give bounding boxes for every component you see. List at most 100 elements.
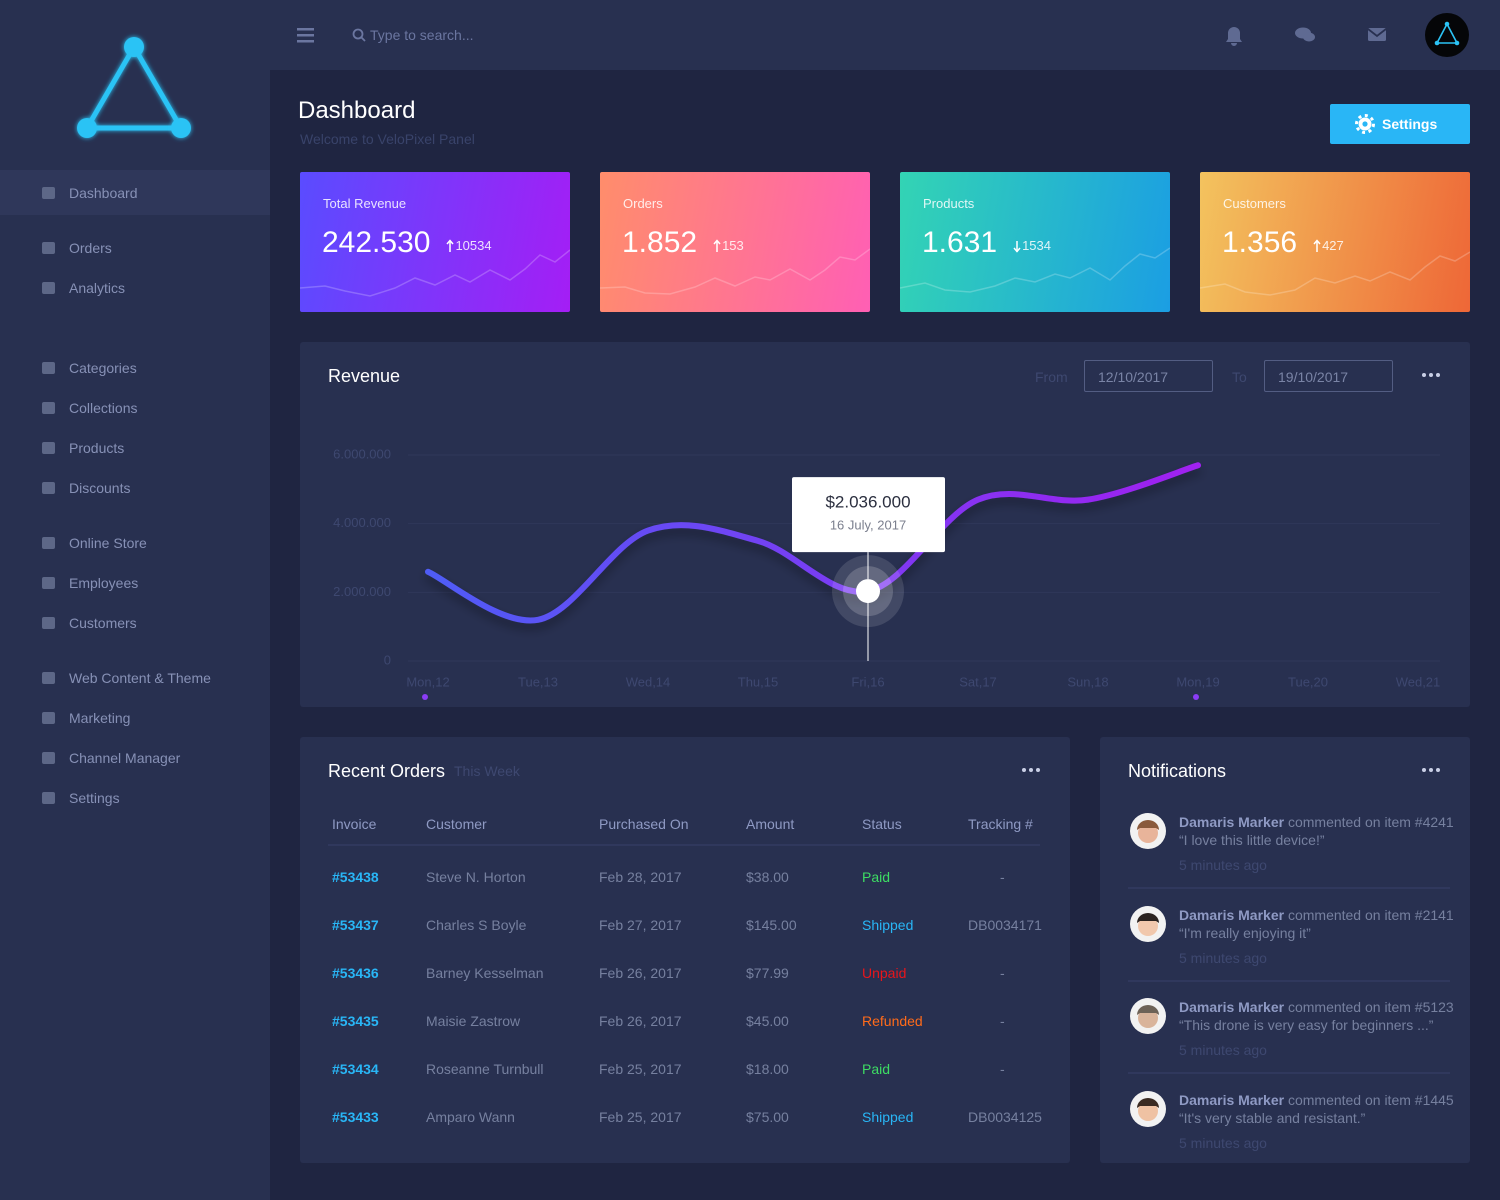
table-cell: Feb 25, 2017	[599, 1061, 682, 1077]
card-title: Revenue	[328, 366, 401, 386]
nav-item[interactable]: Channel Manager	[69, 750, 181, 766]
x-tick-label: Thu,15	[738, 674, 778, 689]
card-subtitle: This Week	[454, 763, 520, 779]
table-header: Invoice	[332, 816, 377, 832]
date-input-from[interactable]	[1084, 360, 1213, 392]
nav-icon	[42, 712, 55, 724]
trend-arrow	[1313, 239, 1321, 252]
y-tick-label: 4.000.000	[333, 515, 391, 530]
stat-label: Total Revenue	[323, 196, 407, 211]
notification-time: 5 minutes ago	[1179, 950, 1267, 966]
range-dot	[1193, 694, 1199, 700]
date-label: From	[1035, 369, 1068, 385]
table-cell[interactable]: #53436	[332, 965, 379, 981]
nav-item[interactable]: Analytics	[69, 280, 126, 296]
more-button[interactable]	[1022, 768, 1040, 772]
nav-item[interactable]: Customers	[69, 615, 137, 631]
user-avatar[interactable]	[1425, 13, 1469, 57]
table-cell[interactable]: #53435	[332, 1013, 379, 1029]
date-value: 19/10/2017	[1278, 369, 1349, 385]
mail-icon[interactable]	[1367, 28, 1387, 41]
nav-item[interactable]: Collections	[69, 400, 138, 416]
stat-value: 1.852	[622, 226, 698, 259]
nav-icons	[42, 187, 55, 804]
topbar	[270, 0, 1500, 70]
nav-icon	[42, 577, 55, 589]
more-button[interactable]	[1422, 768, 1440, 772]
nav-item[interactable]: Settings	[69, 790, 120, 806]
x-tick-label: Tue,13	[518, 674, 558, 689]
notification-time: 5 minutes ago	[1179, 1042, 1267, 1058]
nav-icon	[42, 187, 55, 199]
sparkline-path	[900, 247, 1170, 293]
stat-card: Products 1.631 1534	[900, 172, 1170, 312]
nav-item[interactable]: Categories	[69, 360, 137, 376]
table-cell[interactable]: #53434	[332, 1061, 379, 1077]
chat-icon[interactable]	[1295, 27, 1315, 42]
more-button[interactable]	[1422, 373, 1440, 377]
sparkline-path	[1200, 251, 1470, 296]
x-tick-label: Mon,12	[406, 674, 449, 689]
nav-item[interactable]: Discounts	[69, 480, 131, 496]
nav-icon	[42, 282, 55, 294]
data-point	[856, 579, 880, 604]
status-label: Paid	[862, 1061, 891, 1077]
table-cell: Feb 26, 2017	[599, 965, 682, 981]
table-cell: DB0034171	[968, 917, 1042, 933]
nav-icon	[42, 752, 55, 764]
tooltip-date: 16 July, 2017	[830, 518, 906, 533]
nav-item[interactable]: Employees	[69, 575, 139, 591]
arrow-head	[713, 239, 721, 245]
range-dot	[422, 694, 428, 700]
x-tick-label: Wed,21	[1396, 674, 1441, 689]
table-cell: $38.00	[746, 869, 789, 885]
revenue-line	[425, 462, 1201, 624]
nav-item[interactable]: Dashboard	[69, 185, 138, 201]
table-cell: $145.00	[746, 917, 797, 933]
table-cell[interactable]: #53433	[332, 1109, 379, 1125]
notification-line: Damaris Marker commented on item #4241	[1179, 812, 1454, 832]
stat-change: 427	[1322, 238, 1344, 253]
table-header: Tracking #	[968, 816, 1033, 832]
menu-icon[interactable]	[297, 28, 314, 43]
table-header: Amount	[746, 816, 795, 832]
notification-quote: “I'm really enjoying it”	[1179, 925, 1311, 941]
notification-quote: “I love this little device!”	[1179, 832, 1325, 848]
notification-name: Damaris Marker	[1179, 1092, 1285, 1108]
nav-icon	[42, 537, 55, 549]
bell-icon[interactable]	[1226, 27, 1242, 46]
settings-button[interactable]	[1330, 104, 1470, 144]
notification-quote: “This drone is very easy for beginners .…	[1179, 1017, 1434, 1033]
table-cell: -	[1000, 869, 1005, 885]
table-header: Status	[862, 816, 902, 832]
stat-change: 10534	[455, 238, 492, 253]
nav-item[interactable]: Products	[69, 440, 125, 456]
stat-card: Orders 1.852 153	[600, 172, 870, 312]
nav-icon	[42, 242, 55, 254]
sparkline	[900, 247, 1170, 293]
settings-button-label: Settings	[1382, 116, 1438, 132]
nav-item[interactable]: Orders	[69, 240, 112, 256]
sparkline	[1200, 251, 1470, 296]
stat-change: 1534	[1022, 238, 1051, 253]
table-cell: -	[1000, 965, 1005, 981]
table-cell: Feb 27, 2017	[599, 917, 682, 933]
trend-arrow	[1013, 241, 1021, 253]
y-tick-label: 2.000.000	[333, 584, 391, 599]
table-cell: Feb 26, 2017	[599, 1013, 682, 1029]
nav-item[interactable]: Web Content & Theme	[69, 670, 211, 686]
table-cell: Charles S Boyle	[426, 917, 527, 933]
table-cell[interactable]: #53438	[332, 869, 379, 885]
table-cell: $77.99	[746, 965, 789, 981]
date-input-to[interactable]	[1264, 360, 1393, 392]
nav-item[interactable]: Online Store	[69, 535, 147, 551]
table-cell: $75.00	[746, 1109, 789, 1125]
nav-item[interactable]: Marketing	[69, 710, 131, 726]
table-header: Purchased On	[599, 816, 689, 832]
status-label: Paid	[862, 869, 891, 885]
tooltip-value: $2.036.000	[825, 493, 910, 512]
notification-name: Damaris Marker	[1179, 907, 1285, 923]
table-cell[interactable]: #53437	[332, 917, 379, 933]
